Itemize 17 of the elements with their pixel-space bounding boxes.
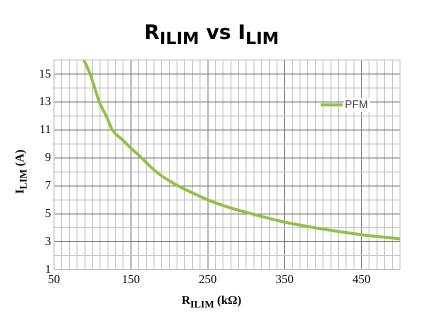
x-tick-label: 350 [276, 272, 294, 286]
x-tick-label: 250 [198, 272, 217, 286]
y-tick-label: 9 [45, 150, 51, 164]
y-tick-label: 5 [45, 206, 51, 220]
legend-label: PFM [344, 98, 368, 111]
y-tick-label: 7 [45, 178, 51, 192]
y-tick-label: 15 [39, 66, 51, 80]
x-tick-label: 450 [352, 272, 371, 286]
y-tick-label: 11 [39, 122, 51, 136]
chart-title: R$_{ILIM}$ vs I$_{LIM}$ [143, 20, 280, 48]
x-tick-label: 150 [122, 272, 140, 286]
x-axis-title: R$_{ILIM}$ (kΩ) [180, 293, 242, 310]
x-tick-label: 50 [48, 272, 60, 286]
y-tick-label: 1 [45, 262, 51, 276]
y-tick-label: 13 [39, 94, 51, 108]
line-series [82, 60, 400, 240]
y-tick-label: 3 [45, 234, 51, 248]
